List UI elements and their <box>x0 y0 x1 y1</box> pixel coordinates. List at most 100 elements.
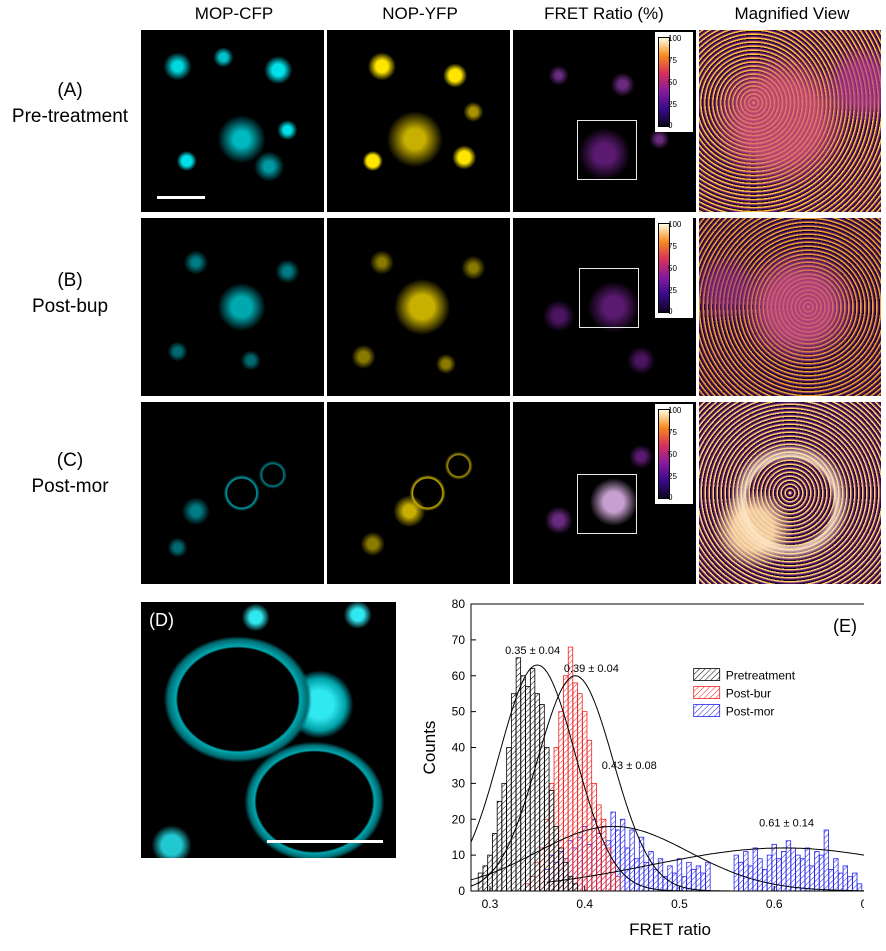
legend-swatch <box>693 704 721 717</box>
col-header-nop-yfp: NOP-YFP <box>382 4 458 23</box>
x-tick-label: 0.5 <box>671 897 688 911</box>
histogram-bar-pretreatment <box>496 800 503 892</box>
row-label-a: (A) Pre-treatment <box>0 78 140 130</box>
gaussian-fit-line <box>470 825 864 892</box>
x-tick-label: 0.6 <box>766 897 783 911</box>
histogram-bar-pretreatment <box>544 747 550 892</box>
colorbar-tick: 25 <box>668 472 677 481</box>
histogram-bar-post-bur <box>567 646 574 892</box>
histogram-bar-post-mor <box>852 872 858 892</box>
histogram-bar-post-mor <box>814 851 820 892</box>
legend-label: Pretreatment <box>726 669 796 683</box>
histogram-bar-post-bur <box>601 818 607 892</box>
histogram-bar-pretreatment <box>510 693 517 892</box>
histogram-bar-pretreatment <box>534 693 540 892</box>
histogram-bar-post-mor <box>833 858 839 892</box>
histogram-bar-post-mor <box>823 829 830 892</box>
histogram-bar-post-mor <box>752 847 758 892</box>
histogram-bar-post-mor <box>781 851 787 892</box>
y-axis-label: Counts <box>420 721 439 775</box>
scale-bar <box>267 840 383 843</box>
histogram-bar-pretreatment <box>563 861 569 892</box>
legend-label: Post-mor <box>726 705 775 719</box>
colorbar-tick: 100 <box>668 220 682 229</box>
x-tick-label: 0.7 <box>861 897 864 911</box>
row-condition: Pre-treatment <box>11 106 129 127</box>
histogram-bar-pretreatment <box>529 668 536 892</box>
histogram-bar-post-mor <box>705 861 711 892</box>
colorbar-tick: 75 <box>668 56 677 65</box>
histogram-bar-post-mor <box>766 854 773 892</box>
histogram-bar-post-mor <box>842 865 848 892</box>
histogram-bar-pretreatment <box>539 704 545 892</box>
fit-annotation: 0.35 ± 0.04 <box>505 645 560 657</box>
row-letter: (B) <box>57 270 83 291</box>
histogram-bar-post-bur <box>596 804 602 892</box>
image-b-magnified-view <box>699 218 881 396</box>
col-header-magnified-view: Magnified View <box>734 4 850 23</box>
image-c-magnified-view <box>699 402 881 584</box>
y-tick-label: 80 <box>452 598 466 611</box>
y-tick-label: 40 <box>452 741 466 755</box>
panel-e-label: (E) <box>833 616 857 636</box>
colorbar-tick: 75 <box>668 242 677 251</box>
histogram-bar-post-mor <box>686 861 692 892</box>
histogram-bar-post-bur <box>582 711 588 892</box>
y-tick-label: 50 <box>452 705 466 719</box>
colorbar-gradient <box>658 37 670 127</box>
row-label-c: (C) Post-mor <box>0 448 140 500</box>
y-tick-label: 0 <box>458 884 465 898</box>
histogram-bar-post-mor <box>681 876 687 892</box>
histogram-bar-post-bur <box>615 876 621 892</box>
histogram-bar-post-mor <box>667 865 673 892</box>
image-b-fret-ratio: 100 75 50 25 0 <box>513 218 696 396</box>
scale-bar <box>157 196 205 199</box>
image-c-fret-ratio: 100 75 50 25 0 <box>513 402 696 584</box>
panel-d-label: (D) <box>149 610 174 630</box>
legend-label: Post-bur <box>726 687 771 701</box>
y-tick-label: 10 <box>452 848 466 862</box>
histogram-bar-post-mor <box>700 872 706 892</box>
histogram-bar-pretreatment <box>548 790 555 892</box>
histogram-bar-post-mor <box>757 858 763 892</box>
histogram-bar-post-mor <box>691 869 697 892</box>
histogram-bar-post-mor <box>795 854 801 892</box>
x-tick-label: 0.3 <box>482 897 499 911</box>
y-tick-label: 70 <box>452 633 466 647</box>
x-tick-label: 0.4 <box>576 897 593 911</box>
histogram-bar-post-bur <box>586 739 593 892</box>
y-tick-label: 60 <box>452 669 466 683</box>
colorbar-tick: 100 <box>668 406 682 415</box>
image-a-magnified-view <box>699 30 881 212</box>
histogram-bar-post-mor <box>653 869 659 892</box>
colorbar-tick: 100 <box>668 34 682 43</box>
gaussian-fit-line <box>546 847 864 883</box>
image-d-mop-cfp-zoom: (D) <box>141 602 396 858</box>
image-c-nop-yfp <box>327 402 510 584</box>
y-tick-label: 30 <box>452 776 466 790</box>
colorbar-tick: 0 <box>668 493 673 502</box>
magnified-region-box <box>577 474 637 534</box>
histogram-bar-post-mor <box>828 869 834 892</box>
histogram-bar-post-mor <box>804 847 811 892</box>
histogram-bar-post-mor <box>837 872 844 892</box>
colorbar-tick: 50 <box>668 264 677 273</box>
histogram-bar-post-bur <box>572 682 578 892</box>
histogram-bar-post-mor <box>619 818 626 892</box>
row-condition: Post-mor <box>31 476 109 497</box>
fret-histogram-chart: 0 10 20 30 40 50 60 70 80 0.3 0.4 0.5 0.6 0.7 FRET rat… <box>420 598 864 939</box>
col-header-mop-cfp: MOP-CFP <box>194 4 274 23</box>
histogram-bar-post-mor <box>738 861 744 892</box>
colorbar-tick: 25 <box>668 286 677 295</box>
histogram-bar-pretreatment <box>501 782 507 892</box>
histogram-bar-post-bur <box>610 861 616 892</box>
image-c-mop-cfp <box>141 402 324 584</box>
colorbar: 100 75 50 25 0 <box>655 32 693 132</box>
colorbar-tick: 50 <box>668 450 677 459</box>
image-a-fret-ratio: 100 75 50 25 0 <box>513 30 696 212</box>
histogram-bar-post-mor <box>800 858 806 892</box>
x-axis-label: FRET ratio <box>629 920 711 939</box>
magnified-region-box <box>577 120 637 180</box>
histogram-bar-post-mor <box>648 851 654 892</box>
histogram-bar-post-mor <box>762 869 768 892</box>
